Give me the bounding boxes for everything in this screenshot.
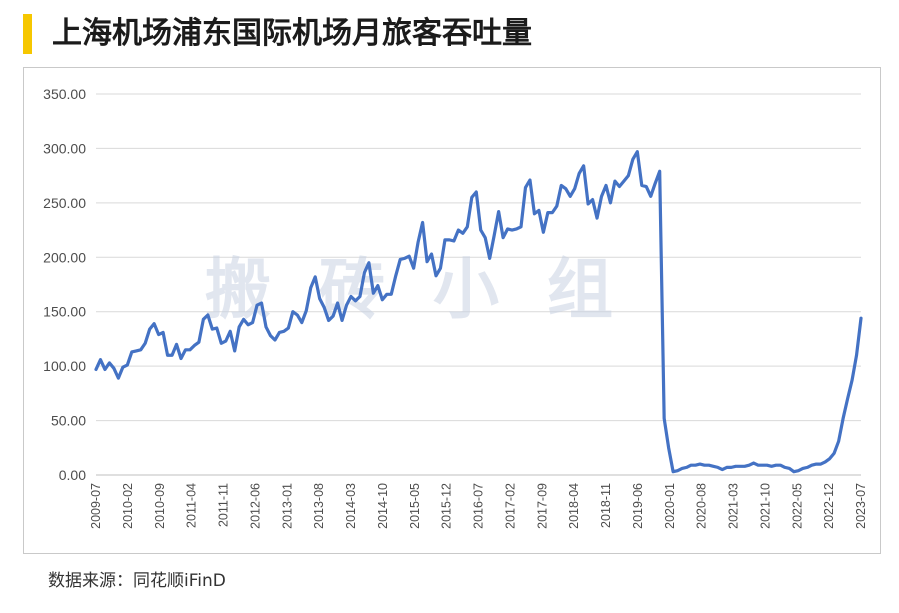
x-tick-label: 2020-08	[695, 483, 709, 529]
x-tick-label: 2013-08	[312, 483, 326, 529]
x-tick-label: 2009-07	[89, 483, 103, 529]
y-tick-label: 250.00	[43, 195, 86, 211]
y-axis-ticks: 0.00 50.00 100.00 150.00 200.00 250.00 300.00 3…	[43, 86, 86, 483]
y-tick-label: 150.00	[43, 304, 86, 320]
x-tick-label: 2017-09	[535, 483, 549, 529]
title-accent-bar	[23, 14, 32, 54]
watermark: 搬砖小组	[205, 251, 661, 328]
y-tick-label: 100.00	[43, 358, 86, 374]
x-tick-label: 2023-07	[854, 483, 868, 529]
y-tick-label: 50.00	[51, 413, 86, 429]
y-tick-label: 300.00	[43, 140, 86, 156]
x-tick-label: 2014-10	[376, 483, 390, 529]
x-tick-label: 2010-09	[153, 483, 167, 529]
x-tick-label: 2016-07	[472, 483, 486, 529]
x-tick-label: 2019-06	[631, 483, 645, 529]
x-axis-ticks: 2009-07 2010-02 2010-09 2011-04 2011-11 2012-…	[89, 483, 868, 529]
x-tick-label: 2021-03	[727, 483, 741, 529]
x-tick-label: 2022-12	[822, 483, 836, 529]
data-source: 数据来源：同花顺iFinD	[48, 571, 226, 591]
chart-title: 上海机场浦东国际机场月旅客吞吐量	[52, 16, 532, 51]
series-line	[94, 150, 863, 474]
x-tick-label: 2020-01	[663, 483, 677, 529]
x-tick-label: 2011-11	[217, 483, 231, 527]
x-tick-label: 2022-05	[790, 483, 804, 529]
x-tick-label: 2012-06	[248, 483, 262, 529]
x-tick-label: 2011-04	[185, 483, 199, 528]
y-tick-label: 0.00	[59, 467, 86, 483]
x-tick-label: 2018-11	[599, 483, 613, 528]
x-tick-label: 2015-05	[408, 483, 422, 529]
x-tick-label: 2018-04	[567, 483, 581, 529]
chart-frame	[23, 67, 881, 554]
x-tick-label: 2013-01	[280, 483, 294, 529]
y-tick-label: 350.00	[43, 86, 86, 102]
y-tick-label: 200.00	[43, 249, 86, 265]
x-tick-label: 2014-03	[344, 483, 358, 529]
x-tick-label: 2015-12	[440, 483, 454, 529]
x-tick-label: 2017-02	[503, 483, 517, 529]
x-tick-label: 2021-10	[758, 483, 772, 529]
x-tick-label: 2010-02	[121, 483, 135, 529]
